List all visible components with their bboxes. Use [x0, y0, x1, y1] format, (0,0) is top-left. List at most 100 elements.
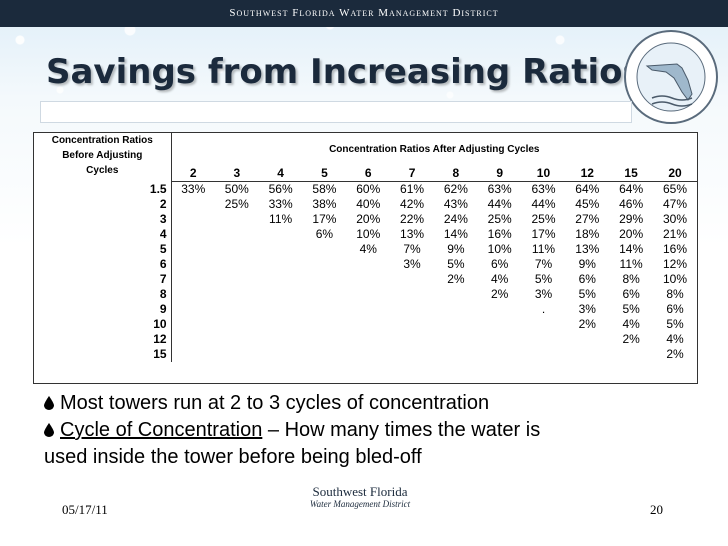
table-cell: 5% [534, 272, 553, 286]
table-cell: 8% [666, 287, 684, 301]
table-cell [171, 227, 215, 242]
table-cell: 8% [622, 272, 640, 286]
footer-logo: Southwest Florida Water Management Distr… [300, 484, 420, 524]
table-cell: 45% [575, 197, 600, 211]
table-header-row: Concentration Ratios Before Adjusting Cycl… [34, 133, 697, 182]
row-label: 4 [34, 227, 172, 242]
table-cell [215, 302, 259, 317]
row-label: 8 [34, 287, 172, 302]
table-cell: 63% [531, 182, 556, 196]
table-cell [346, 272, 390, 287]
table-cell: 9% [447, 242, 465, 256]
table-cell: 10% [356, 227, 381, 241]
table-cell [215, 347, 259, 362]
table-cell [434, 347, 478, 362]
table-cell: 58% [312, 182, 337, 196]
table-cell: 5% [666, 317, 684, 331]
table-cell [303, 287, 347, 302]
table-cell: 5% [622, 302, 640, 316]
page-title: Savings from Increasing Ratios [46, 52, 643, 92]
table-cell [478, 332, 522, 347]
table-cell: 9% [578, 257, 596, 271]
table-cell [215, 212, 259, 227]
row-label: 2 [34, 197, 172, 212]
footer-date: 05/17/11 [62, 502, 108, 517]
table-row: 15 2% [34, 347, 697, 362]
table-cell: 5% [578, 287, 596, 301]
table-cell: 11% [619, 257, 643, 271]
table-cell [434, 317, 478, 332]
column-header: 9 [477, 165, 522, 182]
table-cell: 3% [578, 302, 596, 316]
table-cell: 56% [268, 182, 293, 196]
table-cell: 64% [619, 182, 644, 196]
table-cell: 3% [534, 287, 553, 301]
cycle-of-concentration-link[interactable]: Cycle of Concentration [60, 419, 263, 441]
table-cell [390, 287, 434, 302]
table-cell: 38% [312, 197, 337, 211]
table-cell: 14% [619, 242, 644, 256]
table-cell: 22% [400, 212, 425, 226]
table-cell [346, 317, 390, 332]
table-cell [171, 257, 215, 272]
table-cell [259, 347, 303, 362]
row-label: 15 [34, 347, 172, 362]
footer-logo-line1: Southwest Florida [312, 484, 408, 499]
table-cell [609, 347, 653, 362]
table-cell: 16% [487, 227, 512, 241]
table-cell [171, 242, 215, 257]
table-cell [259, 257, 303, 272]
table-cell [215, 317, 259, 332]
table-cell: 64% [575, 182, 600, 196]
column-header: 5 [302, 165, 347, 182]
column-header: 10 [521, 165, 566, 182]
table-cell: 46% [619, 197, 644, 211]
column-header: 4 [258, 165, 303, 182]
table-cell: 44% [531, 197, 556, 211]
table-cell: 2% [622, 332, 640, 346]
table-cell: 6% [491, 257, 509, 271]
table-cell: 3% [403, 257, 421, 271]
table-cell: 4% [666, 332, 684, 346]
table-cell [171, 287, 215, 302]
column-header: 3 [214, 165, 259, 182]
table-cell: 33% [181, 182, 206, 196]
bullet-2-text: – How many times the water is [262, 419, 541, 441]
table-cell [346, 302, 390, 317]
table-cell: 13% [575, 242, 600, 256]
table-cell: 6% [666, 302, 684, 316]
corner-label-line: Concentration Ratios [51, 135, 153, 146]
table-cell: 2% [666, 347, 684, 361]
table-cell: 6% [315, 227, 334, 241]
table-cell: 24% [443, 212, 468, 226]
table-row: 5 4% 7% 9% 10% 11% 13% 14% 16% [34, 242, 697, 257]
footer-logo-line2: Water Management District [309, 499, 411, 509]
bullet-1: Most towers run at 2 to 3 cycles of conc… [44, 390, 684, 417]
table-cell: 47% [662, 197, 688, 211]
table-cell [171, 212, 215, 227]
row-label: 9 [34, 302, 172, 317]
corner-label-line: Cycles [86, 165, 119, 176]
table-cell: 61% [400, 182, 425, 196]
table-cell: 11% [269, 212, 293, 226]
table-row: 4 6% 10% 13% 14% 16% 17% 18% 20% 21% [34, 227, 697, 242]
span-header: Concentration Ratios After Adjusting Cyc… [329, 143, 540, 155]
bullet-list: Most towers run at 2 to 3 cycles of conc… [44, 390, 684, 471]
table-cell: 5% [447, 257, 465, 271]
table-cell: 33% [268, 197, 293, 211]
column-header: 8 [433, 165, 478, 182]
table-cell: 17% [531, 227, 556, 241]
table-cell: 7% [534, 257, 553, 271]
table-cell [565, 347, 609, 362]
table-cell: . [541, 302, 546, 316]
table-cell: 17% [312, 212, 337, 226]
table-cell [215, 227, 259, 242]
table-cell [259, 287, 303, 302]
table-cell [478, 302, 522, 317]
table-cell: 62% [443, 182, 468, 196]
water-drop-bullet-icon [44, 423, 54, 437]
table-cell [346, 332, 390, 347]
table-cell [171, 332, 215, 347]
table-cell [478, 317, 522, 332]
table-cell [303, 272, 347, 287]
